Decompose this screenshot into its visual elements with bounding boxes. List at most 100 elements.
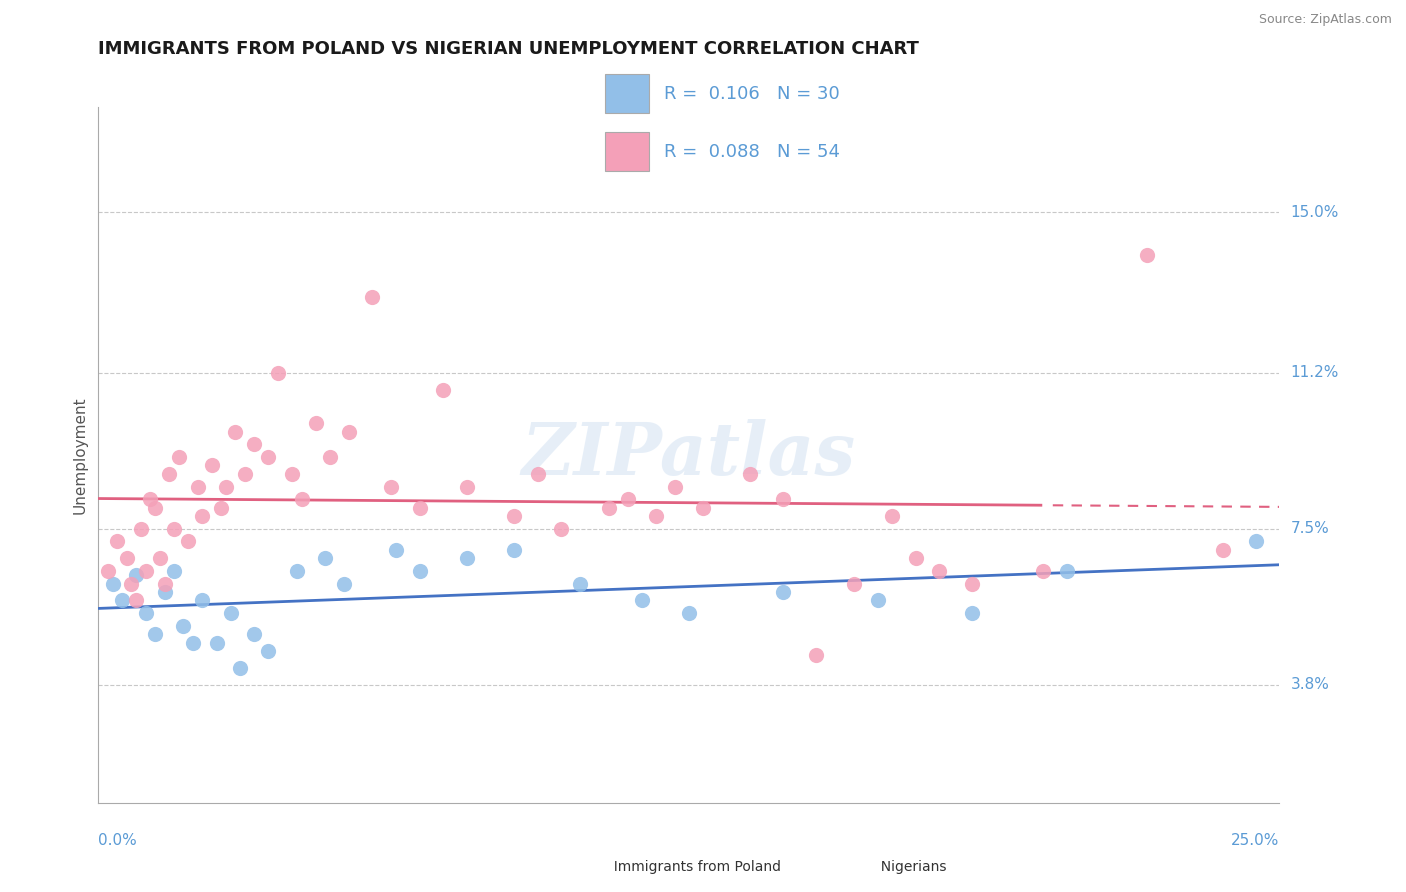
Point	[1212, 542, 1234, 557]
Point	[844, 576, 866, 591]
Point	[115, 551, 138, 566]
Point	[361, 290, 384, 304]
Text: 0.0%: 0.0%	[98, 833, 138, 848]
Point	[630, 593, 652, 607]
Point	[209, 500, 232, 515]
Point	[432, 383, 454, 397]
Point	[191, 593, 214, 607]
Point	[243, 437, 266, 451]
Y-axis label: Unemployment: Unemployment	[72, 396, 87, 514]
Point	[163, 564, 186, 578]
Point	[380, 479, 402, 493]
Point	[257, 450, 280, 464]
Point	[644, 509, 666, 524]
Point	[408, 500, 430, 515]
Point	[149, 551, 172, 566]
FancyBboxPatch shape	[605, 75, 650, 113]
Point	[904, 551, 927, 566]
Point	[153, 576, 176, 591]
Point	[503, 542, 526, 557]
Point	[187, 479, 209, 493]
Text: 25.0%: 25.0%	[1232, 833, 1279, 848]
Point	[314, 551, 336, 566]
Point	[333, 576, 356, 591]
Point	[129, 522, 152, 536]
Point	[772, 492, 794, 507]
Point	[111, 593, 134, 607]
Point	[616, 492, 638, 507]
Point	[143, 500, 166, 515]
Text: 7.5%: 7.5%	[1291, 521, 1329, 536]
Point	[550, 522, 572, 536]
Point	[692, 500, 714, 515]
Point	[243, 627, 266, 641]
Text: R =  0.088   N = 54: R = 0.088 N = 54	[664, 143, 839, 161]
Point	[1032, 564, 1054, 578]
Point	[962, 606, 984, 620]
FancyBboxPatch shape	[605, 132, 650, 171]
Point	[385, 542, 408, 557]
Point	[408, 564, 430, 578]
Text: R =  0.106   N = 30: R = 0.106 N = 30	[664, 85, 839, 103]
Point	[1244, 534, 1267, 549]
Point	[267, 366, 290, 380]
Point	[157, 467, 180, 481]
Point	[125, 568, 148, 582]
Point	[456, 551, 478, 566]
Point	[962, 576, 984, 591]
Point	[319, 450, 342, 464]
Text: Source: ZipAtlas.com: Source: ZipAtlas.com	[1258, 13, 1392, 27]
Point	[664, 479, 686, 493]
Point	[1136, 247, 1159, 261]
Point	[105, 534, 128, 549]
Point	[215, 479, 238, 493]
Point	[928, 564, 950, 578]
Point	[229, 661, 252, 675]
Point	[456, 479, 478, 493]
Text: IMMIGRANTS FROM POLAND VS NIGERIAN UNEMPLOYMENT CORRELATION CHART: IMMIGRANTS FROM POLAND VS NIGERIAN UNEMP…	[98, 40, 920, 58]
Point	[135, 606, 157, 620]
Point	[177, 534, 200, 549]
Point	[290, 492, 312, 507]
Point	[143, 627, 166, 641]
Point	[139, 492, 162, 507]
Point	[740, 467, 762, 481]
Point	[1056, 564, 1078, 578]
Point	[772, 585, 794, 599]
Text: 3.8%: 3.8%	[1291, 677, 1330, 692]
Point	[257, 644, 280, 658]
Point	[101, 576, 124, 591]
Text: 11.2%: 11.2%	[1291, 365, 1339, 380]
Point	[806, 648, 828, 663]
Text: 15.0%: 15.0%	[1291, 205, 1339, 220]
Point	[281, 467, 304, 481]
Text: Immigrants from Poland: Immigrants from Poland	[605, 860, 780, 874]
Point	[503, 509, 526, 524]
Point	[205, 635, 228, 649]
Point	[866, 593, 889, 607]
Point	[135, 564, 157, 578]
Point	[337, 425, 360, 439]
Point	[97, 564, 120, 578]
Point	[125, 593, 148, 607]
Point	[233, 467, 256, 481]
Point	[880, 509, 903, 524]
Text: ZIPatlas: ZIPatlas	[522, 419, 856, 491]
Point	[121, 576, 143, 591]
Text: Nigerians: Nigerians	[872, 860, 946, 874]
Point	[153, 585, 176, 599]
Point	[569, 576, 592, 591]
Point	[678, 606, 700, 620]
Point	[172, 618, 194, 632]
Point	[224, 425, 246, 439]
Point	[167, 450, 190, 464]
Point	[219, 606, 242, 620]
Point	[305, 417, 328, 431]
Point	[163, 522, 186, 536]
Point	[526, 467, 548, 481]
Point	[181, 635, 204, 649]
Point	[191, 509, 214, 524]
Point	[598, 500, 620, 515]
Point	[201, 458, 224, 473]
Point	[285, 564, 308, 578]
